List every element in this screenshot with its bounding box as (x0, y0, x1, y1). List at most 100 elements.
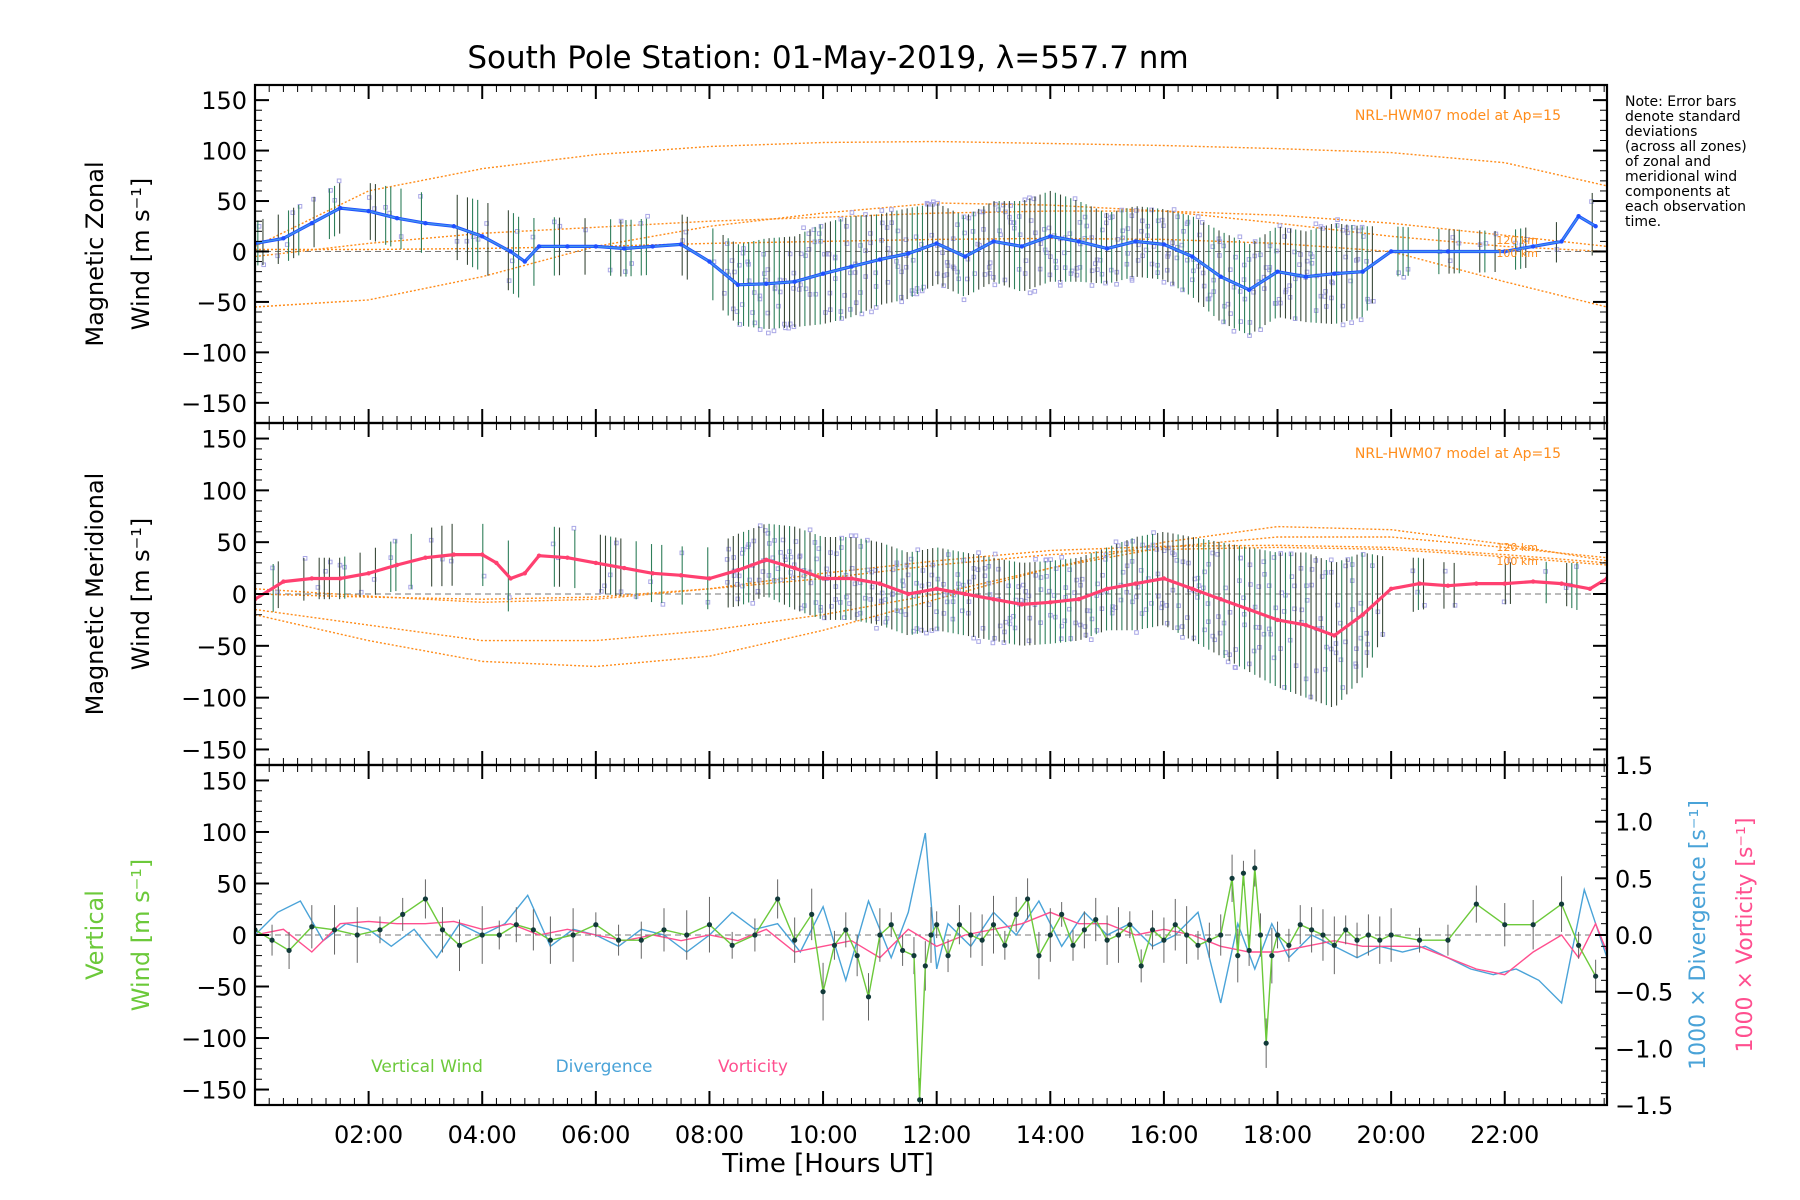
scatter-point (839, 535, 845, 541)
vertical-wind-point (1206, 937, 1212, 943)
vertical-wind-point (456, 942, 463, 948)
scatter-point (929, 232, 935, 238)
scatter-point (1241, 595, 1246, 601)
scatter-point (327, 559, 333, 565)
scatter-point (1016, 584, 1021, 589)
data-point (1530, 579, 1536, 584)
scatter-point (1210, 550, 1215, 556)
scatter-point (853, 533, 859, 539)
scatter-point (1328, 557, 1334, 563)
scatter-point (1067, 567, 1073, 573)
data-point (1218, 274, 1223, 279)
scatter-point (1114, 281, 1119, 287)
right-y-tick-label: 0.0 (1615, 922, 1653, 950)
panel-plot-area (255, 832, 1607, 1105)
scatter-point (1212, 637, 1218, 643)
data-point (1019, 244, 1025, 249)
note-line: (across all zones) (1625, 139, 1747, 155)
scatter-point (1120, 569, 1126, 575)
vertical-wind-point (513, 922, 519, 928)
scatter-point (1233, 254, 1238, 260)
scatter-point (1396, 270, 1401, 275)
scatter-point (1164, 620, 1170, 626)
vertical-wind-point (1161, 937, 1167, 943)
data-point (1048, 234, 1053, 239)
data-point (281, 236, 286, 241)
data-point (1559, 581, 1564, 586)
scatter-point (614, 540, 619, 546)
data-point (1019, 602, 1025, 607)
scatter-point (1333, 641, 1339, 646)
scatter-point (1082, 214, 1088, 220)
scatter-point (1077, 220, 1083, 225)
scatter-point (944, 599, 950, 605)
scatter-point (1227, 267, 1233, 273)
scatter-point (982, 272, 988, 277)
data-point (366, 208, 371, 214)
scatter-point (975, 241, 981, 247)
scatter-point (868, 231, 873, 236)
scatter-point (801, 573, 807, 579)
scatter-point (1364, 630, 1369, 636)
scatter-point (1507, 558, 1513, 563)
scatter-point (1422, 603, 1427, 608)
scatter-point (599, 589, 604, 594)
scatter-point (1197, 232, 1202, 238)
scatter-point (760, 569, 766, 574)
scatter-point (1155, 593, 1161, 599)
scatter-point (776, 303, 781, 309)
vertical-wind-point (877, 932, 883, 938)
scatter-point (848, 270, 853, 276)
scatter-point (1338, 657, 1344, 663)
scatter-point (1313, 221, 1319, 227)
scatter-point (1159, 605, 1164, 611)
scatter-point (1335, 602, 1340, 608)
model-curve (255, 140, 1607, 248)
vertical-wind-point (934, 922, 940, 928)
scatter-point (1195, 214, 1201, 219)
scatter-point (976, 639, 981, 644)
vertical-wind-point (615, 937, 622, 943)
vertical-wind-point (570, 932, 576, 938)
scatter-point (1210, 244, 1216, 249)
scatter-point (865, 537, 870, 543)
scatter-point (1202, 569, 1207, 575)
y-tick-label: −50 (196, 633, 247, 661)
scatter-point (1335, 217, 1340, 222)
scatter-point (408, 584, 413, 590)
scatter-point (275, 253, 280, 259)
scatter-point (786, 325, 791, 331)
vertical-wind-point (706, 922, 713, 928)
scatter-point (1092, 261, 1098, 266)
scatter-point (852, 581, 858, 587)
scatter-point (1011, 613, 1016, 619)
scatter-point (1190, 277, 1195, 283)
scatter-point (883, 597, 888, 602)
data-point (1332, 633, 1337, 638)
scatter-point (1180, 287, 1185, 293)
scatter-point (1304, 598, 1310, 603)
vertical-wind-point (928, 932, 934, 938)
model-curve (255, 544, 1607, 604)
vertical-wind-point (1002, 942, 1008, 948)
scatter-point (868, 240, 873, 246)
y-tick-label: 0 (232, 238, 247, 266)
scatter-point (1364, 258, 1369, 264)
scatter-point (1309, 567, 1315, 572)
scatter-point (1309, 582, 1314, 588)
data-point (650, 571, 655, 576)
note-line: denote standard (1625, 109, 1741, 125)
scatter-point (1038, 241, 1044, 246)
scatter-point (1292, 606, 1297, 612)
scatter-point (1299, 607, 1305, 613)
scatter-point (1334, 223, 1340, 228)
scatter-point (1185, 615, 1190, 620)
model-curve (255, 525, 1607, 668)
scatter-point (873, 568, 878, 573)
scatter-point (290, 210, 296, 215)
scatter-point (766, 330, 771, 336)
scatter-point (965, 276, 970, 282)
vertical-wind-point (775, 896, 781, 902)
scatter-point (1133, 594, 1139, 600)
